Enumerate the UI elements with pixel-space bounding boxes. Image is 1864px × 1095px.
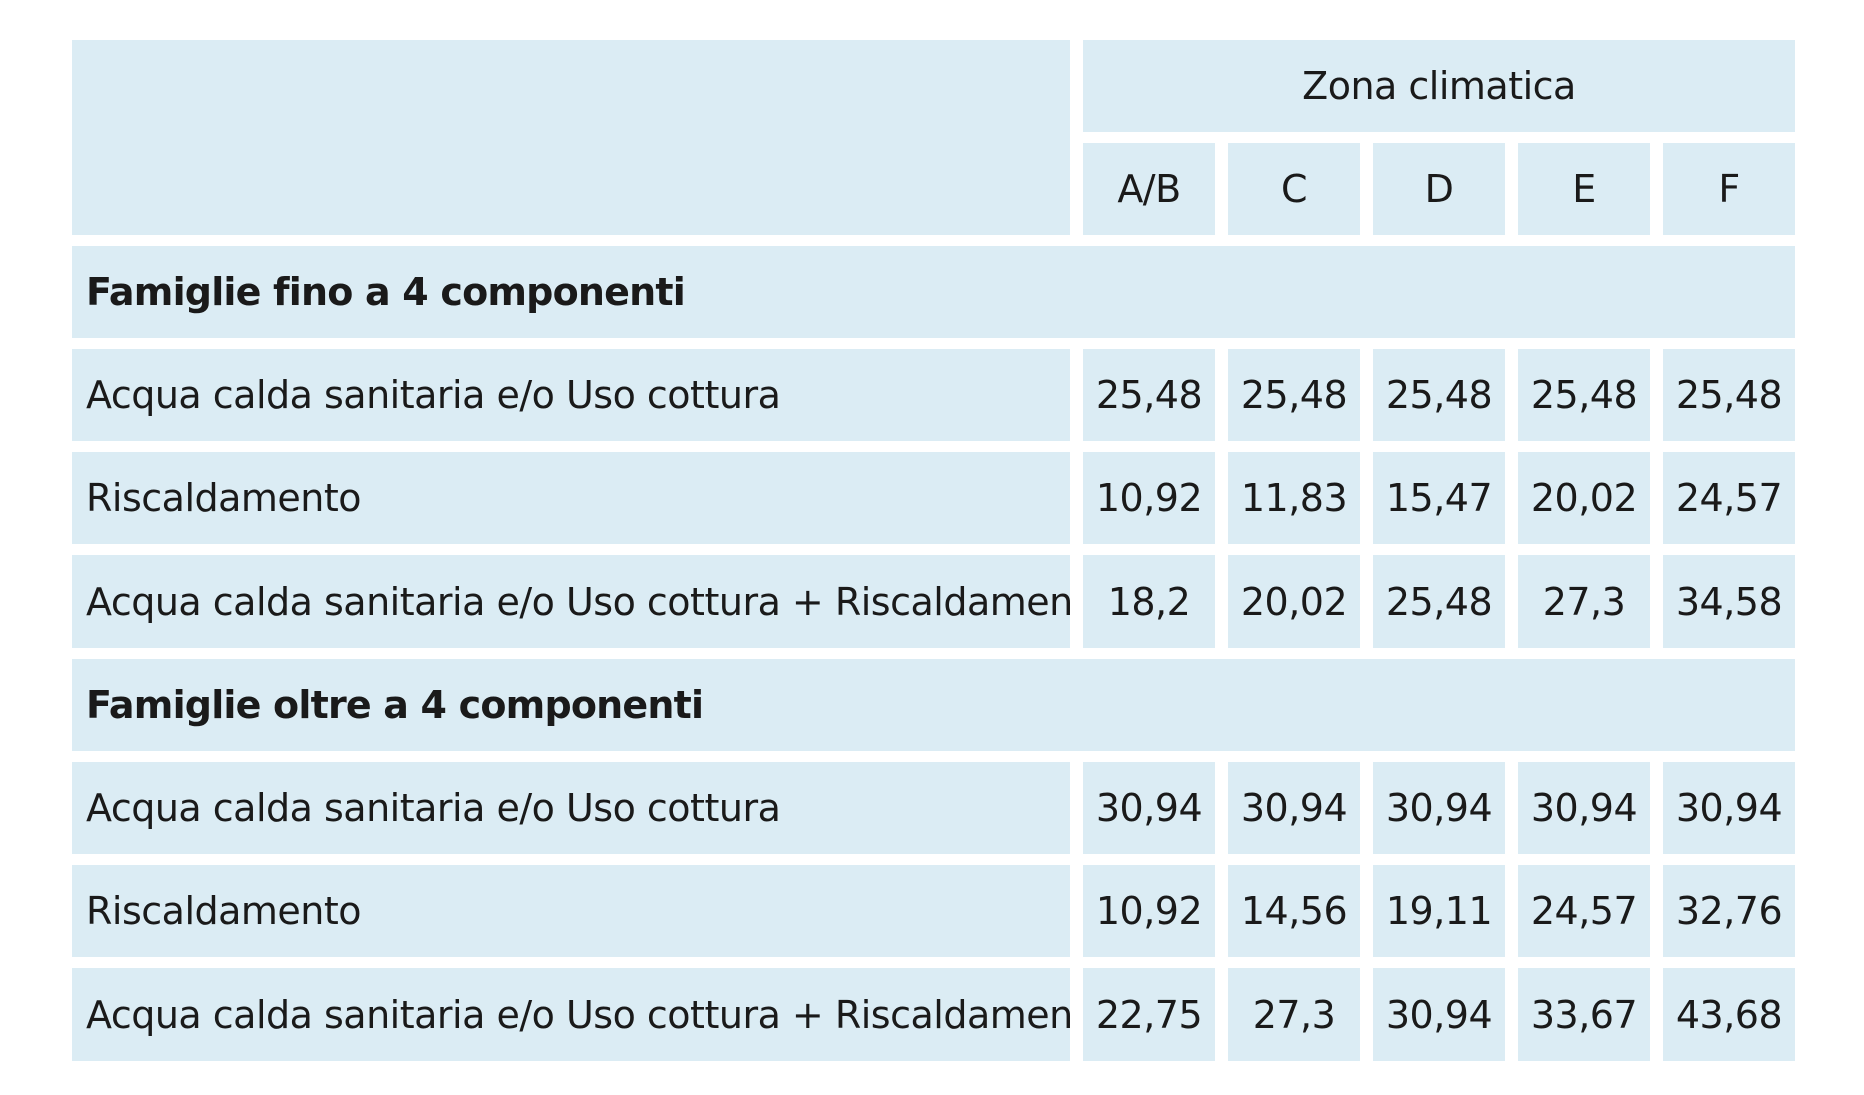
value-cell: 30,94 bbox=[1663, 762, 1795, 854]
header-empty-cell bbox=[72, 40, 1070, 235]
value-cell: 30,94 bbox=[1373, 762, 1505, 854]
value-cell: 25,48 bbox=[1373, 555, 1505, 648]
value-cell: 25,48 bbox=[1663, 349, 1795, 441]
value-cell: 19,11 bbox=[1373, 865, 1505, 957]
value-cell: 30,94 bbox=[1083, 762, 1215, 854]
header-zone-ab: A/B bbox=[1083, 143, 1215, 235]
header-zone-d: D bbox=[1373, 143, 1505, 235]
value-cell: 30,94 bbox=[1518, 762, 1650, 854]
value-cell: 33,67 bbox=[1518, 968, 1650, 1061]
row-label: Acqua calda sanitaria e/o Uso cottura + … bbox=[72, 555, 1070, 648]
value-cell: 18,2 bbox=[1083, 555, 1215, 648]
value-cell: 25,48 bbox=[1083, 349, 1215, 441]
header-zone-f: F bbox=[1663, 143, 1795, 235]
section-title: Famiglie oltre a 4 componenti bbox=[72, 659, 1795, 751]
row-label: Riscaldamento bbox=[72, 865, 1070, 957]
value-cell: 20,02 bbox=[1518, 452, 1650, 544]
value-cell: 20,02 bbox=[1228, 555, 1360, 648]
value-cell: 30,94 bbox=[1373, 968, 1505, 1061]
value-cell: 25,48 bbox=[1228, 349, 1360, 441]
header-zona-climatica: Zona climatica bbox=[1083, 40, 1795, 132]
value-cell: 25,48 bbox=[1373, 349, 1505, 441]
value-cell: 11,83 bbox=[1228, 452, 1360, 544]
value-cell: 10,92 bbox=[1083, 865, 1215, 957]
row-label: Riscaldamento bbox=[72, 452, 1070, 544]
row-label: Acqua calda sanitaria e/o Uso cottura bbox=[72, 349, 1070, 441]
section-title: Famiglie fino a 4 componenti bbox=[72, 246, 1795, 338]
bonus-table: Zona climatica A/B C D E F Famiglie fino… bbox=[72, 40, 1795, 1061]
header-zone-c: C bbox=[1228, 143, 1360, 235]
value-cell: 25,48 bbox=[1518, 349, 1650, 441]
value-cell: 24,57 bbox=[1518, 865, 1650, 957]
value-cell: 27,3 bbox=[1228, 968, 1360, 1061]
value-cell: 10,92 bbox=[1083, 452, 1215, 544]
value-cell: 43,68 bbox=[1663, 968, 1795, 1061]
row-label: Acqua calda sanitaria e/o Uso cottura bbox=[72, 762, 1070, 854]
row-label: Acqua calda sanitaria e/o Uso cottura + … bbox=[72, 968, 1070, 1061]
value-cell: 30,94 bbox=[1228, 762, 1360, 854]
value-cell: 22,75 bbox=[1083, 968, 1215, 1061]
header-zone-e: E bbox=[1518, 143, 1650, 235]
value-cell: 34,58 bbox=[1663, 555, 1795, 648]
value-cell: 32,76 bbox=[1663, 865, 1795, 957]
value-cell: 27,3 bbox=[1518, 555, 1650, 648]
value-cell: 24,57 bbox=[1663, 452, 1795, 544]
value-cell: 14,56 bbox=[1228, 865, 1360, 957]
value-cell: 15,47 bbox=[1373, 452, 1505, 544]
